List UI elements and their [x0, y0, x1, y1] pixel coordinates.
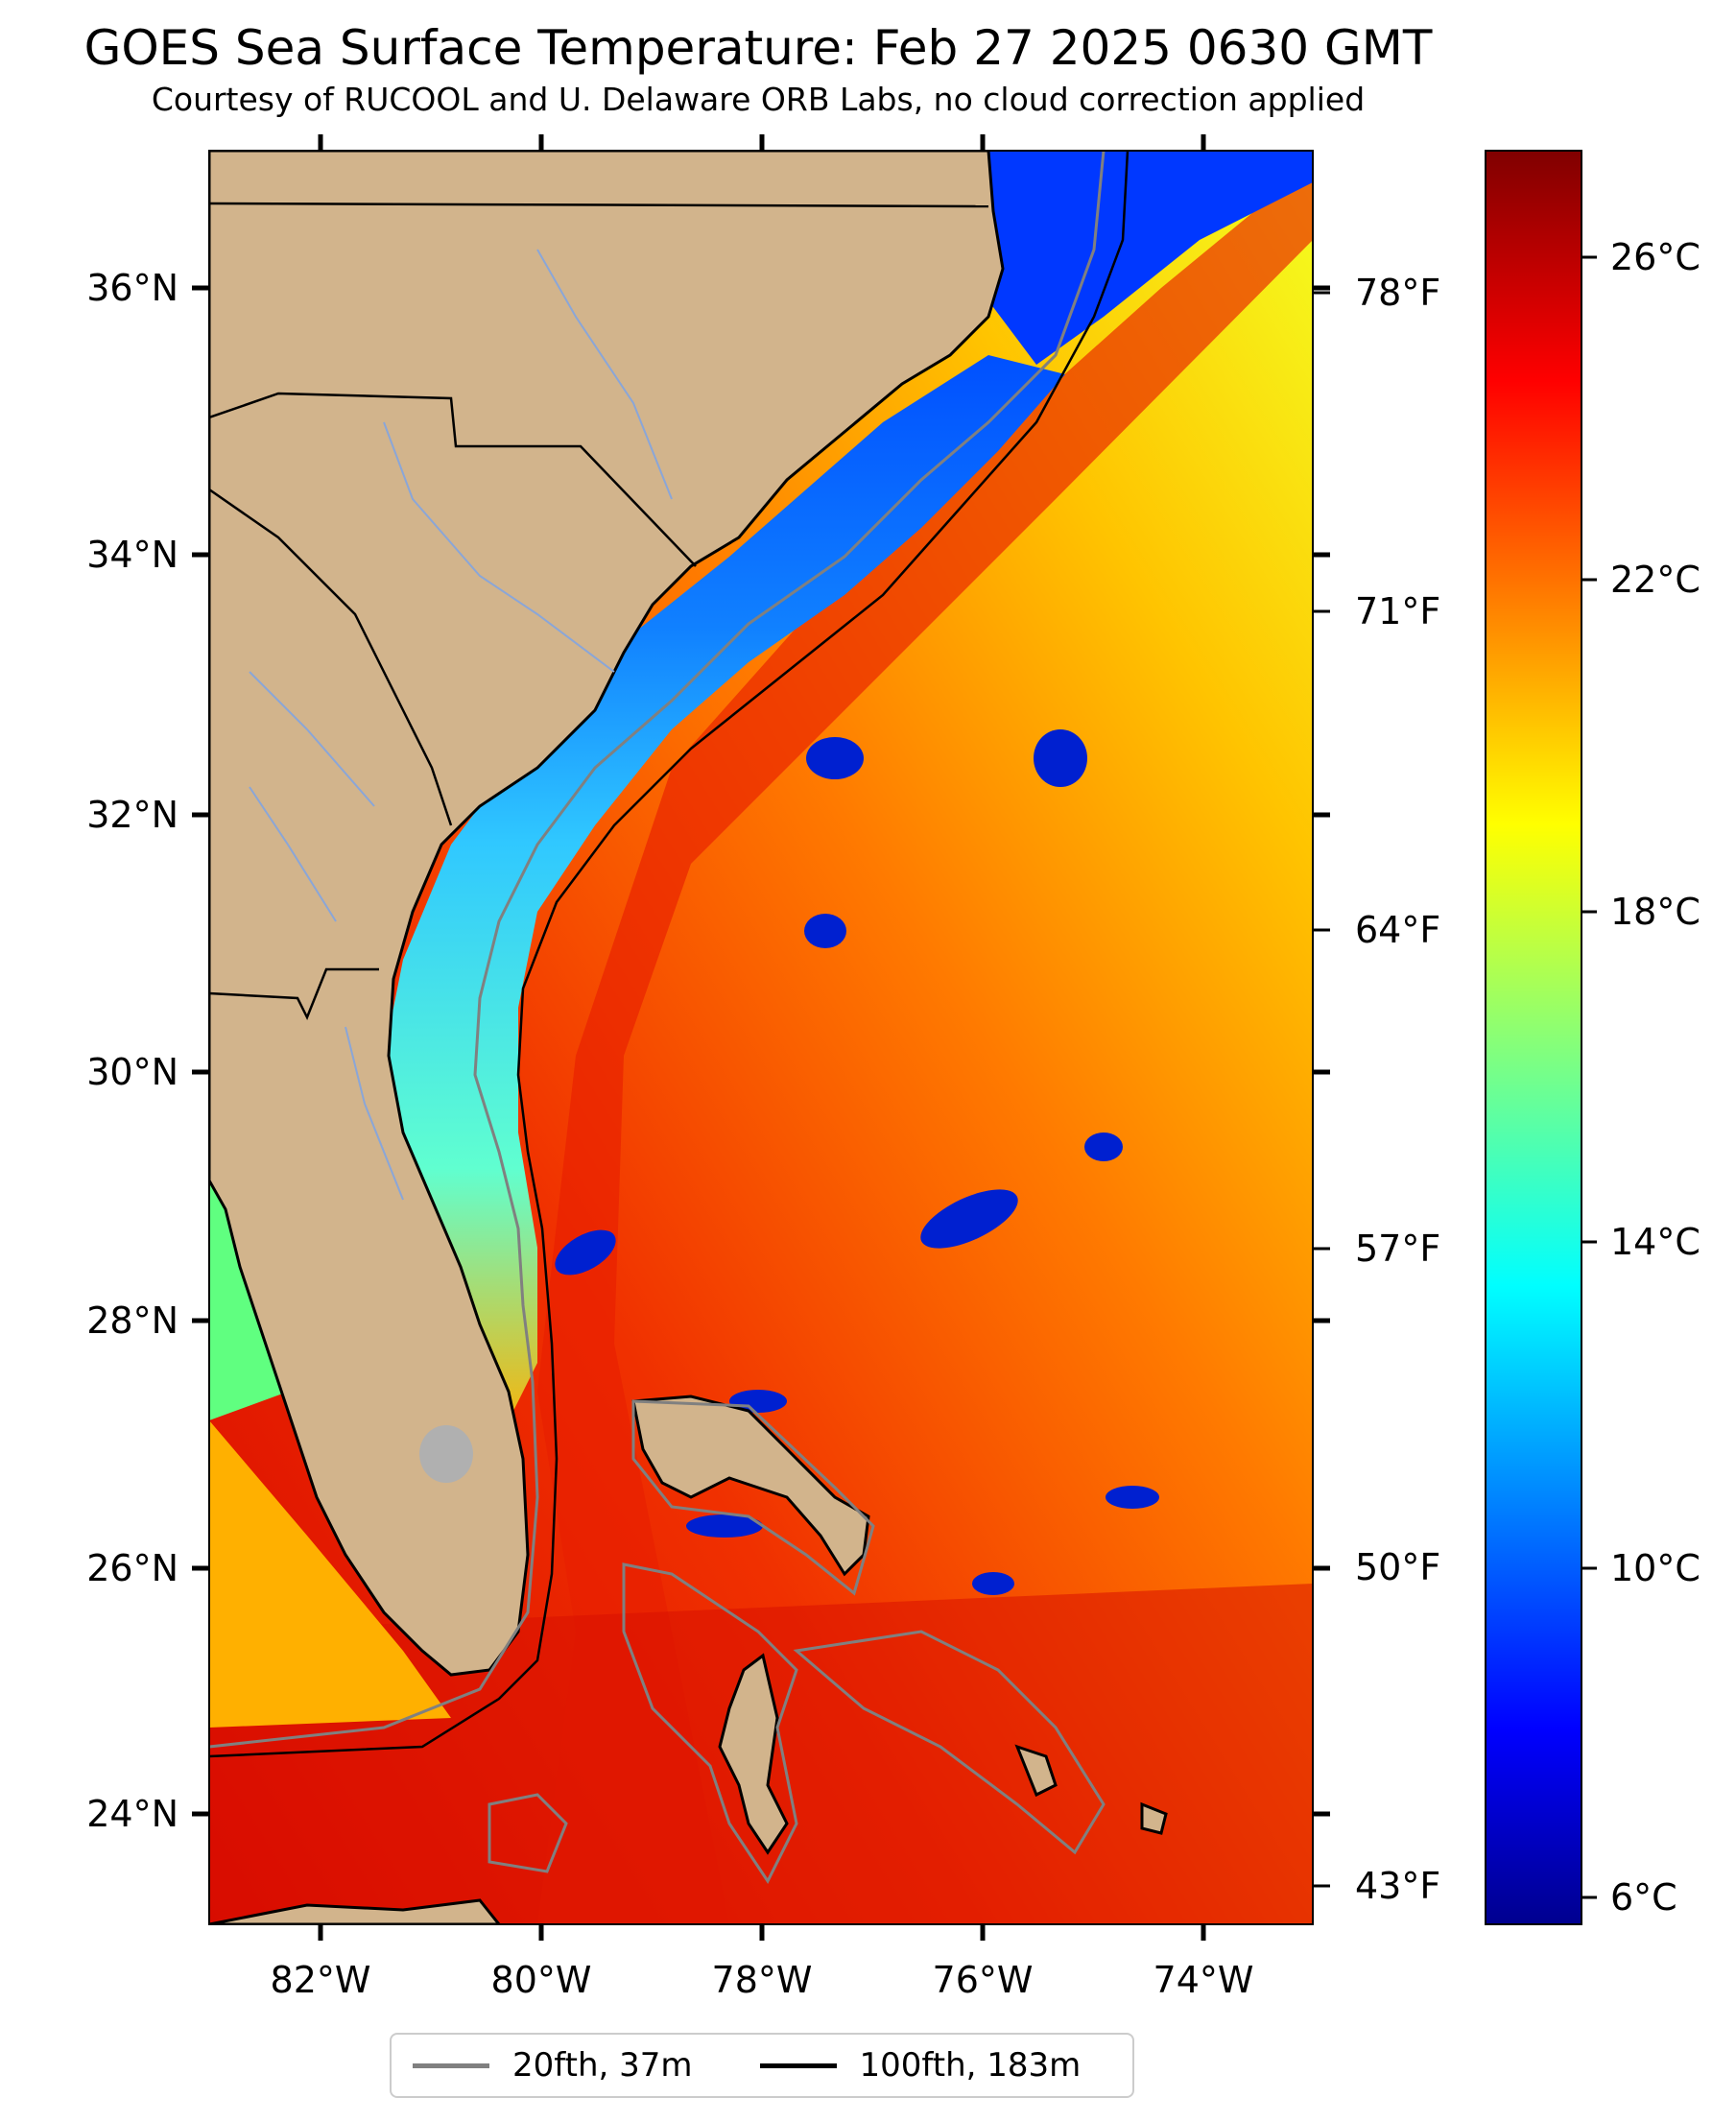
f-label-43: 43°F: [1355, 1865, 1440, 1907]
f-label-64: 64°F: [1355, 909, 1440, 951]
legend-item-100fth: 100fth, 183m: [759, 2046, 1082, 2085]
f-label-78: 78°F: [1355, 272, 1440, 314]
cbar-label-10: 10°C: [1610, 1547, 1700, 1589]
lat-ticks-marks: [192, 285, 1330, 1817]
lon-label-76: 76°W: [933, 1959, 1034, 2001]
lat-label-30: 30°N: [86, 1051, 178, 1093]
isobath-20-bahamas: [488, 1399, 1106, 1884]
cbar-label-26: 26°C: [1610, 236, 1700, 278]
f-label-71: 71°F: [1355, 590, 1440, 632]
isobath-legend: 20fth, 37m 100fth, 183m: [390, 2033, 1134, 2098]
map-subtitle: Courtesy of RUCOOL and U. Delaware ORB L…: [151, 81, 1366, 118]
bahamas: [631, 1395, 1168, 1855]
lat-label-28: 28°N: [86, 1299, 178, 1342]
lat-label-36: 36°N: [86, 267, 178, 309]
map-area: [209, 151, 1313, 1924]
rivers: [249, 249, 673, 1201]
isobath-20: [209, 151, 1106, 1749]
cbar-label-6: 6°C: [1610, 1876, 1677, 1919]
lon-label-78: 78°W: [712, 1959, 813, 2001]
lat-labels: 24°N 26°N 28°N 30°N 32°N 34°N 36°N: [86, 267, 178, 1835]
cbar-label-22: 22°C: [1610, 559, 1700, 601]
lon-labels: 82°W 80°W 78°W 76°W 74°W: [271, 1959, 1254, 2001]
lat-label-26: 26°N: [86, 1547, 178, 1589]
lon-label-80: 80°W: [491, 1959, 592, 2001]
f-label-50: 50°F: [1355, 1546, 1440, 1588]
colorbar: 26°C 22°C 18°C 14°C 10°C 6°C: [1485, 150, 1700, 1925]
lat-label-32: 32°N: [86, 794, 178, 836]
state-borders: [209, 202, 989, 1021]
lake-okeechobee: [419, 1425, 473, 1483]
isobath-100: [209, 151, 1130, 1758]
lon-label-82: 82°W: [271, 1959, 371, 2001]
cuba: [209, 1898, 501, 1924]
gulf-of-mexico: [209, 1420, 451, 1728]
legend-line-100fth: [759, 2062, 837, 2068]
lon-label-74: 74°W: [1153, 1959, 1254, 2001]
f-label-57: 57°F: [1355, 1228, 1440, 1270]
cold-patches: [555, 729, 1159, 1595]
legend-item-20fth: 20fth, 37m: [413, 2046, 693, 2085]
legend-line-20fth: [413, 2062, 489, 2068]
cold-north-waters: [979, 151, 1313, 365]
legend-label-100fth: 100fth, 183m: [859, 2046, 1082, 2085]
legend-label-20fth: 20fth, 37m: [512, 2046, 693, 2085]
lon-ticks-marks: [318, 134, 1206, 1941]
cbar-label-18: 18°C: [1610, 891, 1700, 933]
lat-label-34: 34°N: [86, 534, 178, 576]
cbar-label-14: 14°C: [1610, 1221, 1700, 1263]
map-title: GOES Sea Surface Temperature: Feb 27 202…: [83, 20, 1433, 76]
lat-label-24: 24°N: [86, 1793, 178, 1835]
fahrenheit-axis: 78°F 71°F 64°F 57°F 50°F 43°F: [1313, 272, 1440, 1907]
us-mainland: [209, 151, 1005, 1677]
colorbar-gradient: [1485, 150, 1582, 1925]
